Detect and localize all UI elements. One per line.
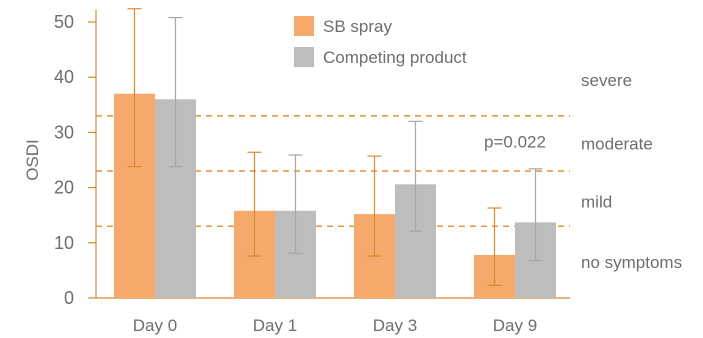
- legend-swatch-competing-product: [294, 47, 314, 67]
- legend-label: Competing product: [323, 48, 467, 67]
- x-category-label: Day 3: [373, 316, 417, 335]
- y-tick-label: 10: [54, 233, 74, 253]
- legend-swatch-sb-spray: [294, 16, 314, 36]
- p-value-annotation: p=0.022: [484, 133, 546, 152]
- x-category-label: Day 1: [253, 316, 297, 335]
- zone-label: moderate: [581, 134, 653, 153]
- y-axis-label: OSDI: [23, 139, 42, 181]
- x-category-label: Day 9: [493, 316, 537, 335]
- zone-label: no symptoms: [581, 253, 682, 272]
- y-tick-label: 40: [54, 67, 74, 87]
- y-tick-label: 30: [54, 122, 74, 142]
- zone-label: severe: [581, 71, 632, 90]
- legend-label: SB spray: [323, 17, 392, 36]
- x-category-label: Day 0: [133, 316, 177, 335]
- zone-label: mild: [581, 192, 612, 211]
- y-tick-label: 20: [54, 178, 74, 198]
- y-tick-label: 50: [54, 12, 74, 32]
- y-tick-label: 0: [64, 288, 74, 308]
